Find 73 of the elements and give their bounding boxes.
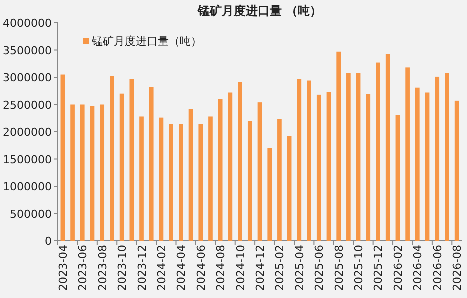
bar <box>278 119 282 241</box>
bar <box>140 116 144 241</box>
y-tick-label: 1500000 <box>3 153 52 166</box>
y-tick-label: 500000 <box>10 208 52 221</box>
y-tick-label: 2000000 <box>3 126 52 139</box>
bar <box>297 79 302 241</box>
bar <box>120 94 124 241</box>
x-tick-label: 2024-10 <box>234 245 248 291</box>
bar <box>90 106 95 241</box>
y-tick-label: 3000000 <box>3 72 52 84</box>
x-tick-label: 2026-06 <box>431 245 444 291</box>
bar <box>307 80 312 241</box>
y-tick-label: 2500000 <box>3 98 52 112</box>
bar <box>100 104 105 241</box>
bar <box>287 136 292 241</box>
bar <box>60 74 66 241</box>
bar <box>326 92 332 241</box>
x-tick-label: 2025-10 <box>352 245 366 291</box>
bar <box>198 124 204 241</box>
x-tick-label: 2023-08 <box>96 245 110 291</box>
bar <box>70 104 75 241</box>
bar <box>336 52 341 241</box>
bar <box>376 62 380 241</box>
bar <box>356 73 361 241</box>
chart-title: 锰矿月度进口量 （吨） <box>196 4 322 18</box>
bar <box>208 116 213 241</box>
bar <box>149 87 154 241</box>
x-tick-label: 2024-06 <box>194 245 208 291</box>
x-tick-label: 2024-04 <box>175 245 188 291</box>
bar <box>425 92 430 241</box>
x-tick-label: 2026-08 <box>451 245 464 291</box>
bar <box>435 76 440 241</box>
x-tick-label: 2023-12 <box>136 245 149 291</box>
bar <box>454 100 460 241</box>
y-tick-label: 1000000 <box>3 180 52 194</box>
x-tick-label: 2023-06 <box>76 245 90 291</box>
x-tick-label: 2025-12 <box>372 245 386 291</box>
y-tick-label: 4000000 <box>3 17 52 30</box>
bar <box>316 94 322 241</box>
bar <box>386 54 390 241</box>
x-tick-label: 2026-04 <box>412 245 425 291</box>
bar <box>445 73 450 241</box>
x-tick-label: 2024-08 <box>214 245 228 291</box>
bar <box>415 88 420 241</box>
x-tick-label: 2026-02 <box>392 245 405 291</box>
bar <box>366 94 371 241</box>
x-tick-label: 2023-04 <box>56 245 70 291</box>
x-tick-label: 2025-02 <box>274 245 287 291</box>
bar <box>248 121 252 241</box>
x-tick-label: 2025-08 <box>332 245 346 291</box>
bar <box>80 104 85 241</box>
bar <box>188 109 194 241</box>
bar <box>169 124 174 241</box>
bar <box>406 68 410 241</box>
x-tick-label: 2024-12 <box>254 245 267 291</box>
x-tick-label: 2025-04 <box>293 245 306 291</box>
bar <box>268 148 272 241</box>
x-tick-label: 2023-10 <box>116 245 130 291</box>
x-tick-label: 2024-02 <box>155 245 168 291</box>
y-tick-label: 3500000 <box>3 44 52 58</box>
bar <box>159 118 164 241</box>
bar <box>258 102 262 241</box>
bar <box>346 73 351 241</box>
bar <box>110 76 114 241</box>
y-tick-label: 0 <box>45 235 52 248</box>
bar <box>228 92 233 241</box>
bar <box>396 115 400 241</box>
x-tick-label: 2025-06 <box>313 245 326 291</box>
bar <box>238 82 242 241</box>
legend-label: 锰矿月度进口量（吨） <box>91 35 202 48</box>
bar <box>218 99 223 241</box>
bar <box>130 79 134 241</box>
bar <box>179 124 184 241</box>
